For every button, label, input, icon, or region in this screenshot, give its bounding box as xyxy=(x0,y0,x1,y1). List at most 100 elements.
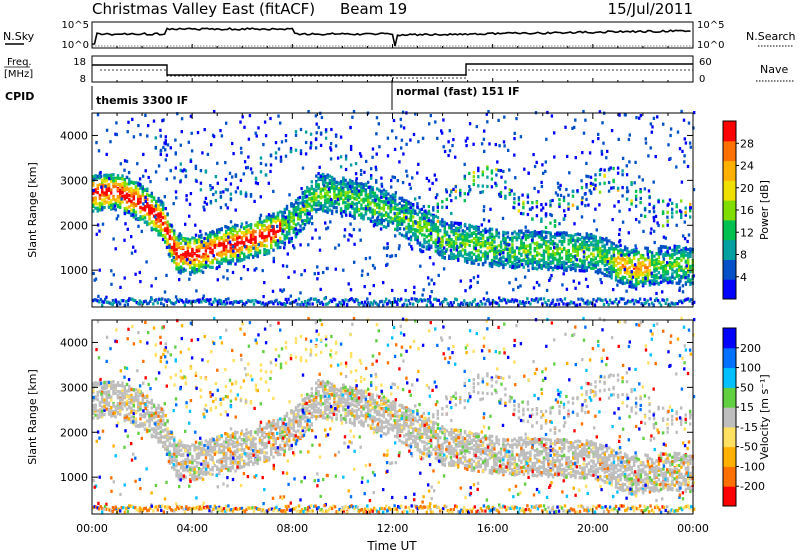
power-cell xyxy=(495,167,498,172)
power-cell xyxy=(490,171,494,175)
power-cell xyxy=(581,269,584,273)
power-cell xyxy=(288,193,291,197)
power-cell xyxy=(125,208,129,212)
power-cell xyxy=(468,251,471,255)
power-cell xyxy=(634,204,638,208)
power-cell xyxy=(184,241,187,246)
power-cell xyxy=(618,209,621,213)
power-cell xyxy=(487,219,491,223)
power-cell xyxy=(432,206,435,210)
power-cell xyxy=(613,204,616,208)
power-cell xyxy=(376,220,379,224)
power-cell xyxy=(134,203,138,207)
power-cell xyxy=(635,268,638,272)
power-cell xyxy=(621,256,624,260)
power-cell xyxy=(267,230,271,234)
power-cell xyxy=(581,259,584,263)
power-cell xyxy=(130,203,133,207)
power-cell xyxy=(481,253,485,257)
power-cell xyxy=(518,233,521,237)
power-cell xyxy=(529,259,532,263)
power-cell xyxy=(662,253,665,257)
power-cell xyxy=(238,241,241,245)
power-cell xyxy=(155,213,158,217)
power-cell xyxy=(519,135,523,139)
power-cell xyxy=(587,248,591,252)
power-cell xyxy=(661,199,665,203)
power-cell xyxy=(475,234,478,238)
power-cell xyxy=(572,243,575,247)
power-cell xyxy=(195,270,199,274)
power-cell xyxy=(220,242,223,246)
power-cell xyxy=(447,140,450,144)
power-cell xyxy=(101,183,104,187)
power-cell xyxy=(627,137,631,142)
power-cell xyxy=(678,256,681,261)
power-cell xyxy=(164,233,167,237)
power-cell xyxy=(173,229,176,233)
power-cell xyxy=(638,220,641,224)
power-cell xyxy=(343,228,347,232)
power-cell xyxy=(247,228,250,232)
power-cell xyxy=(457,246,460,250)
power-cell xyxy=(647,189,651,193)
power-cell xyxy=(463,256,467,260)
power-cell xyxy=(483,129,486,133)
power-cell xyxy=(652,210,656,214)
power-cell xyxy=(547,247,550,251)
power-cell xyxy=(423,222,426,226)
power-cell xyxy=(605,253,609,257)
power-cell xyxy=(558,239,561,243)
power-cell xyxy=(486,251,489,255)
power-cell xyxy=(477,240,480,244)
power-cell xyxy=(531,206,534,210)
power-cell xyxy=(610,254,613,258)
power-cell xyxy=(152,205,156,209)
power-cell xyxy=(520,242,523,246)
power-cell xyxy=(612,264,615,268)
power-cell xyxy=(391,129,394,133)
power-cell xyxy=(270,216,273,220)
power-cell xyxy=(187,140,190,144)
power-cell xyxy=(148,204,151,208)
power-cell xyxy=(166,231,169,235)
power-cell xyxy=(189,159,193,163)
power-cell xyxy=(608,239,611,243)
power-cell xyxy=(385,194,388,198)
power-cell xyxy=(619,266,622,270)
power-cell xyxy=(218,242,221,246)
power-cell xyxy=(137,224,140,228)
power-cell xyxy=(229,254,232,258)
power-cell xyxy=(666,246,670,250)
power-cell xyxy=(333,189,336,193)
power-cell xyxy=(96,191,99,195)
power-cell xyxy=(261,227,264,231)
power-cell xyxy=(329,148,333,152)
power-cell xyxy=(535,280,539,285)
power-cell xyxy=(299,291,302,295)
power-cell xyxy=(213,232,217,237)
power-cell xyxy=(123,188,126,192)
power-cell xyxy=(466,236,469,240)
power-cell xyxy=(684,260,688,264)
power-cell xyxy=(403,204,406,208)
power-cell xyxy=(92,188,95,193)
power-cell xyxy=(685,264,688,268)
power-cell xyxy=(574,156,577,160)
power-cell xyxy=(123,207,126,211)
power-cell xyxy=(610,260,613,264)
power-cell xyxy=(160,200,163,204)
power-cell xyxy=(556,252,559,256)
power-cell xyxy=(288,228,291,232)
power-cell xyxy=(641,178,644,182)
power-cell xyxy=(542,239,546,243)
power-cell xyxy=(493,262,496,266)
power-cell xyxy=(209,235,212,239)
power-cell xyxy=(687,276,690,280)
power-cell xyxy=(644,274,647,278)
power-cell xyxy=(398,232,401,236)
power-cell xyxy=(400,198,404,203)
power-cell xyxy=(568,171,571,175)
power-cell xyxy=(591,140,595,144)
power-cell xyxy=(424,209,427,213)
